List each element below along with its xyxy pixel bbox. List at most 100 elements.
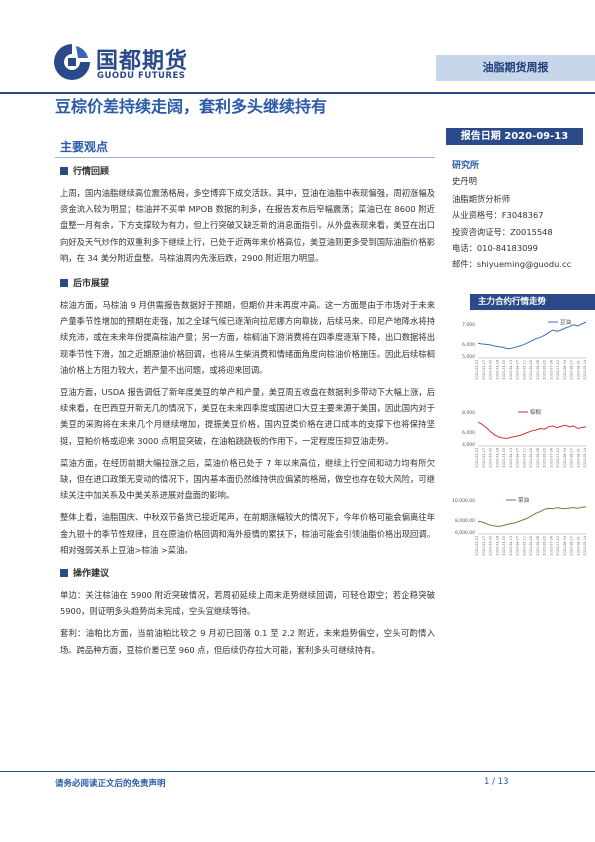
disclaimer-link[interactable]: 请务必阅读正文后的免责声明	[55, 779, 166, 789]
section-rule	[55, 157, 435, 158]
series-line	[477, 321, 587, 350]
legend-label: 棕榈	[530, 408, 542, 416]
x-tick-label: 2020-05-11	[522, 360, 526, 380]
x-tick-label: 2020-03-30	[502, 360, 506, 380]
x-tick-label: 2020-08-03	[563, 448, 567, 468]
x-tick-label: 2020-04-27	[516, 448, 520, 468]
chart-soybean-oil: 7,000 6,000 5,000 豆油 2020-02-03 2020-02-17 202…	[448, 312, 593, 394]
paragraph: 单边：关注棕油在 5900 附近突破情况，若周初延续上周末走势继续回调，可轻仓跟…	[60, 590, 435, 617]
x-tick-label: 2020-06-08	[536, 448, 540, 468]
x-tick-label: 2020-08-17	[570, 360, 574, 380]
x-tick-label: 2020-06-22	[543, 448, 547, 468]
subsection-heading: 操作建议	[60, 566, 438, 579]
footer-rule	[0, 771, 595, 772]
header-rule	[0, 92, 595, 94]
x-tick-label: 2020-09-14	[583, 536, 587, 556]
x-tick-label: 2020-03-16	[495, 536, 499, 556]
square-bullet-icon	[60, 569, 68, 578]
section-title: 主要观点	[60, 140, 109, 154]
qualification-no: 从业资格号：F3048367	[452, 210, 544, 221]
x-tick-label: 2020-05-25	[529, 360, 533, 380]
subsection-heading: 后市展望	[60, 276, 438, 289]
y-tick-label: 5,000	[462, 354, 475, 360]
x-tick-label: 2020-08-17	[570, 536, 574, 556]
x-tick-label: 2020-03-16	[495, 448, 499, 468]
x-tick-label: 2020-09-14	[583, 448, 587, 468]
logo	[52, 42, 92, 82]
x-tick-label: 2020-03-02	[489, 360, 493, 380]
x-tick-label: 2020-05-25	[529, 448, 533, 468]
paragraph: 上周，国内油脂继续高位震荡格局，多空博弈下成交活跃。其中，豆油在油脂中表现偏强，…	[60, 188, 435, 263]
researcher-name: 史丹明	[452, 176, 477, 186]
subsection-heading-text: 操作建议	[73, 569, 110, 580]
x-tick-label: 2020-02-03	[475, 360, 479, 380]
y-tick-label: 6,000	[462, 342, 475, 348]
x-tick-label: 2020-08-31	[576, 360, 580, 380]
x-tick-label: 2020-08-03	[563, 536, 567, 556]
x-tick-label: 2020-02-17	[482, 536, 486, 556]
main-content: 行情回顾 上周，国内油脂继续高位震荡格局，多空博弈下成交活跃。其中，豆油在油脂中…	[60, 164, 438, 658]
y-tick-label: 8,000	[462, 410, 475, 416]
subsection-heading-text: 后市展望	[73, 279, 110, 290]
paragraph: 豆油方面，USDA 报告调低了新年度美豆的单产和产量，美豆周五收盘在数据利多带动…	[60, 387, 435, 446]
x-tick-label: 2020-07-06	[549, 448, 553, 468]
y-tick-label: 4,000	[462, 442, 475, 448]
x-tick-label: 2020-08-31	[576, 448, 580, 468]
email-link[interactable]: 邮件：shiyueming@guodu.cc	[452, 259, 572, 270]
legend-label: 豆油	[560, 318, 572, 326]
x-tick-label: 2020-06-22	[543, 536, 547, 556]
y-tick-label: 6,000	[462, 430, 475, 436]
phone: 电话：010-84183099	[452, 242, 538, 253]
x-tick-label: 2020-04-13	[509, 536, 513, 556]
x-tick-label: 2020-03-16	[495, 360, 499, 380]
x-tick-label: 2020-06-08	[536, 360, 540, 380]
x-tick-label: 2020-07-06	[549, 536, 553, 556]
legend-label: 菜油	[518, 496, 530, 504]
subsection-heading-text: 行情回顾	[73, 167, 110, 177]
brand-name-en: GUODU FUTURES	[97, 71, 186, 81]
y-tick-label: 6,000.00	[455, 530, 475, 536]
x-tick-label: 2020-07-20	[556, 360, 560, 380]
x-tick-label: 2020-08-03	[563, 360, 567, 380]
x-tick-label: 2020-05-11	[522, 536, 526, 556]
researcher-heading: 研究所	[452, 161, 480, 171]
x-tick-label: 2020-04-13	[509, 360, 513, 380]
chart-palm-oil: 8,000 6,000 4,000 棕榈 2020-02-03 2020-02-17 202…	[448, 400, 593, 482]
sidebar: 研究所 史丹明 油脂期货分析师 从业资格号：F3048367 投资咨询证号：Z0…	[452, 158, 592, 272]
chart-section-header: 主力合约行情走势	[470, 294, 595, 310]
paragraph: 整体上看，油脂国庆、中秋双节备货已接近尾声，在前期涨幅较大的情况下，今年价格可能…	[60, 512, 435, 555]
report-date: 报告日期 2020-09-13	[446, 128, 583, 145]
y-tick-label: 8,000.00	[455, 518, 475, 524]
x-tick-label: 2020-07-06	[549, 360, 553, 380]
series-line	[477, 506, 587, 527]
x-tick-label: 2020-03-02	[489, 448, 493, 468]
doc-type-badge: 油脂期货周报	[436, 55, 595, 81]
x-tick-label: 2020-02-03	[475, 536, 479, 556]
consulting-no: 投资咨询证号：Z0015548	[452, 226, 553, 237]
x-tick-label: 2020-06-08	[536, 536, 540, 556]
paragraph: 菜油方面，在经历前期大幅拉涨之后，菜油价格已处于 7 年以来高位，继续上行空间和…	[60, 457, 435, 501]
square-bullet-icon	[60, 279, 68, 288]
x-tick-label: 2020-04-27	[516, 360, 520, 380]
paragraph: 棕油方面，马棕油 9 月供需报告数据好于预期，但期价并未再度冲高。这一方面是由于…	[60, 300, 435, 375]
paragraph: 套利：油粕比方面，当前油粕比较之 9 月初已回落 0.1 至 2.2 附近，未来…	[60, 628, 435, 655]
x-tick-label: 2020-04-13	[509, 448, 513, 468]
chart-rapeseed-oil: 10,000.00 8,000.00 6,000.00 菜油 2020-02-03 202…	[448, 488, 593, 570]
x-tick-label: 2020-07-20	[556, 536, 560, 556]
x-tick-label: 2020-03-30	[502, 536, 506, 556]
x-tick-label: 2020-02-17	[482, 360, 486, 380]
x-tick-label: 2020-05-25	[529, 536, 533, 556]
x-tick-label: 2020-08-17	[570, 448, 574, 468]
x-tick-label: 2020-09-14	[583, 360, 587, 380]
x-tick-label: 2020-04-27	[516, 536, 520, 556]
x-tick-label: 2020-06-22	[543, 360, 547, 380]
page-title: 豆棕价差持续走阔，套利多头继续持有	[55, 97, 328, 116]
x-tick-label: 2020-08-31	[576, 536, 580, 556]
series-line	[477, 421, 587, 439]
x-tick-label: 2020-03-30	[502, 448, 506, 468]
x-tick-label: 2020-02-17	[482, 448, 486, 468]
y-tick-label: 7,000	[462, 322, 475, 328]
brand-name-cn: 国都期货	[96, 49, 189, 74]
